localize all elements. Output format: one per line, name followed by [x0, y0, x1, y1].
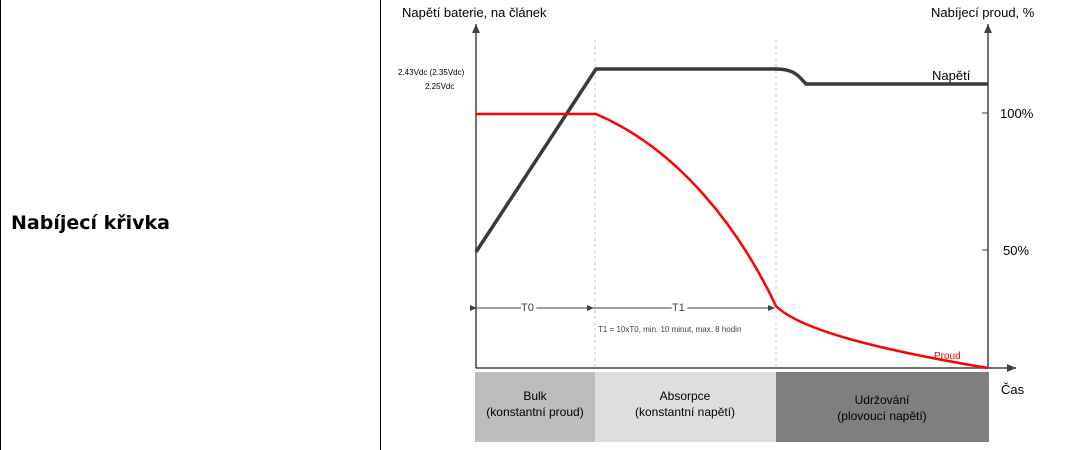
row-label: Nabíjecí křivka: [11, 212, 170, 234]
time-axis-label: Čas: [1001, 382, 1025, 397]
voltage-level-label-1: 2.43Vdc (2.35Vdc): [398, 68, 465, 77]
t0-label: T0: [521, 302, 534, 314]
voltage-curve: [474, 67, 988, 253]
left-axis-label: Napětí baterie, na článek: [402, 5, 547, 20]
stage-bulk-title: Bulk: [523, 389, 547, 403]
right-axis-label: Nabíjecí proud, %: [931, 5, 1035, 20]
stage-absorption: [595, 372, 776, 442]
t1-note: T1 = 10xT0, min. 10 minut, max. 8 hodin: [598, 325, 741, 334]
current-curve-label: Proud: [934, 351, 961, 362]
stage-bulk-subtitle: (konstantní proud): [486, 405, 583, 419]
voltage-level-label-2: 2.25Vdc: [425, 82, 454, 91]
stage-float: [776, 372, 989, 442]
stage-float-subtitle: (plovoucí napětí): [837, 409, 926, 423]
stage-absorption-title: Absorpce: [660, 389, 711, 403]
stage-bulk: [475, 372, 595, 442]
stage-absorption-subtitle: (konstantní napětí): [635, 405, 735, 419]
percent-100-label: 100%: [1000, 106, 1034, 121]
stage-float-title: Udržování: [855, 393, 910, 407]
current-curve: [476, 112, 989, 370]
percent-50-label: 50%: [1003, 243, 1029, 258]
voltage-curve-label: Napětí: [932, 68, 971, 83]
label-cell: Nabíjecí křivka: [0, 0, 381, 450]
t1-label: T1: [672, 302, 685, 314]
